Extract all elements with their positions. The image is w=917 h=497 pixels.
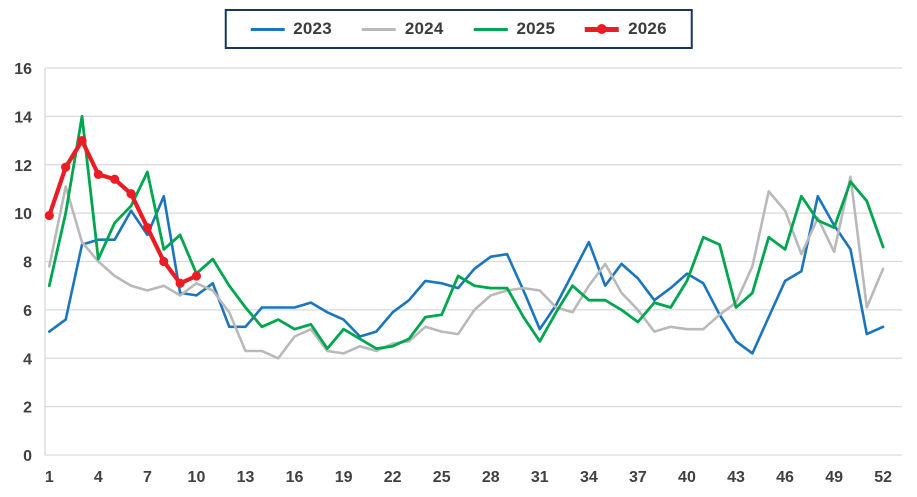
series-marker-2026 <box>93 169 103 180</box>
series-line-2024 <box>47 175 885 360</box>
series-marker-2026 <box>142 223 152 233</box>
series-line-2026 <box>47 138 199 286</box>
y-tick-label: 0 <box>23 448 32 465</box>
x-tick-label: 4 <box>94 469 103 486</box>
x-tick-label: 10 <box>188 469 206 486</box>
series-marker-2026 <box>61 162 71 172</box>
series-marker-2026 <box>77 135 87 146</box>
y-tick-label: 14 <box>14 109 32 126</box>
x-tick-label: 37 <box>629 469 647 486</box>
legend-swatch-2025-icon <box>473 27 508 31</box>
series-marker-2026 <box>44 210 54 221</box>
x-tick-label: 19 <box>335 469 353 486</box>
legend-marker-dot-icon <box>597 24 608 34</box>
legend-swatch-2023-icon <box>250 27 285 31</box>
legend-label: 2023 <box>293 19 332 38</box>
x-tick-label: 7 <box>143 469 152 486</box>
legend-label: 2025 <box>516 19 556 38</box>
legend-swatch-2026-icon <box>585 24 620 34</box>
x-tick-label: 40 <box>678 469 696 486</box>
x-tick-label: 13 <box>237 469 255 486</box>
x-tick-label: 28 <box>482 469 500 486</box>
x-tick-label: 1 <box>45 469 54 486</box>
legend-item-2024: 2024 <box>361 19 444 39</box>
series-marker-2026 <box>159 256 169 267</box>
y-tick-label: 16 <box>14 61 32 78</box>
series-marker-2026 <box>110 174 120 184</box>
x-tick-label: 46 <box>776 469 794 486</box>
series-marker-2026 <box>191 271 202 281</box>
legend-item-2026: 2026 <box>585 19 667 39</box>
legend-item-2025: 2025 <box>473 19 556 39</box>
y-tick-label: 10 <box>14 206 32 223</box>
x-tick-label: 16 <box>286 469 304 486</box>
legend-label: 2026 <box>628 19 667 38</box>
legend-item-2023: 2023 <box>250 19 332 39</box>
x-tick-label: 52 <box>874 469 892 486</box>
y-tick-label: 2 <box>23 400 32 417</box>
x-tick-label: 43 <box>727 469 745 486</box>
x-tick-label: 25 <box>433 469 451 486</box>
series-line-2025 <box>47 115 885 351</box>
x-tick-label: 34 <box>580 469 598 486</box>
series-marker-2026 <box>126 189 136 199</box>
y-tick-label: 8 <box>23 255 32 272</box>
y-tick-label: 6 <box>23 303 32 320</box>
legend-label: 2024 <box>404 19 444 38</box>
legend-swatch-2024-icon <box>361 27 396 31</box>
x-tick-label: 31 <box>531 469 549 486</box>
y-tick-label: 12 <box>14 158 32 175</box>
x-tick-label: 49 <box>825 469 843 486</box>
series-line-2023 <box>47 194 885 355</box>
series-marker-2026 <box>175 278 185 288</box>
chart-legend: 2023 2024 2025 2026 <box>224 9 693 49</box>
x-tick-label: 22 <box>384 469 402 486</box>
y-tick-label: 4 <box>23 351 32 368</box>
